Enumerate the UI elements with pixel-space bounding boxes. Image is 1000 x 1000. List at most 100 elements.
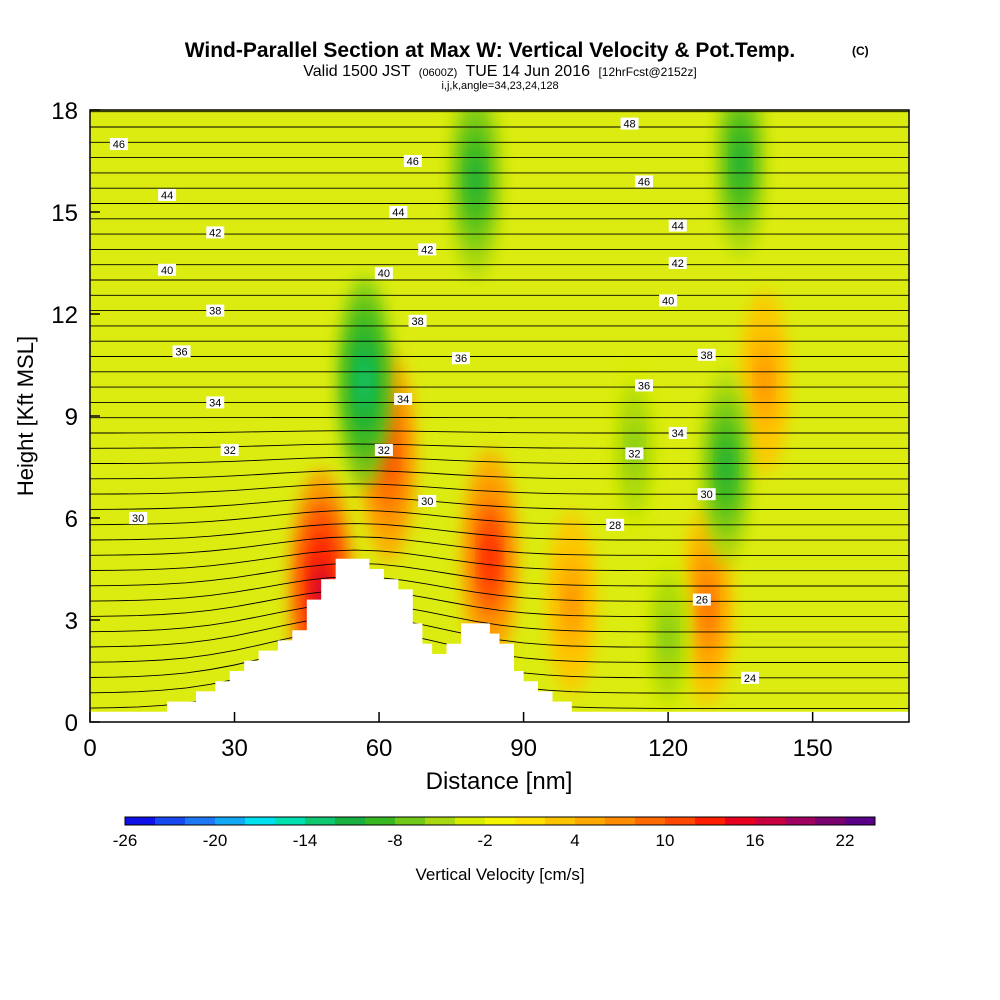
colorbar-tick-label: -20 <box>203 831 228 850</box>
isentrope-line <box>90 430 909 434</box>
contour-label: 36 <box>635 379 654 392</box>
colorbar-swatch <box>515 817 546 825</box>
isentrope-line <box>90 576 909 602</box>
colorbar-swatch <box>425 817 456 825</box>
isentrope-line <box>90 562 909 587</box>
contour-label: 46 <box>635 175 654 188</box>
velocity-cell <box>719 442 733 492</box>
colorbar-swatch <box>395 817 426 825</box>
svg-text:34: 34 <box>397 394 409 406</box>
contour-label: 40 <box>158 263 177 277</box>
contour-label: 36 <box>172 345 191 358</box>
svg-text:42: 42 <box>421 244 433 256</box>
contour-label: 32 <box>374 444 393 457</box>
velocity-cell <box>662 615 674 659</box>
colorbar: -26 -20 -14 -8 -2 4 10 16 22 <box>113 816 876 850</box>
svg-text:40: 40 <box>378 268 390 280</box>
colorbar-swatch <box>485 817 516 825</box>
svg-text:38: 38 <box>209 306 221 318</box>
svg-text:46: 46 <box>113 139 125 151</box>
chart-title-mark: (C) <box>852 44 869 58</box>
colorbar-swatch <box>185 817 216 825</box>
colorbar-swatch <box>215 817 246 825</box>
x-tick-label: 0 <box>83 735 96 762</box>
contour-label: 48 <box>620 117 639 131</box>
svg-text:36: 36 <box>455 353 467 365</box>
colorbar-tick-label: -2 <box>477 831 492 850</box>
contour-labels: 46 44 42 40 38 36 34 32 30 46 44 42 40 38 36 34 32 30 48 46… <box>109 117 760 685</box>
contour-label: 42 <box>668 257 687 270</box>
contour-label: 38 <box>697 348 716 362</box>
contour-label: 34 <box>668 427 687 440</box>
colorbar-swatch <box>785 817 816 825</box>
contour-label: 32 <box>625 447 644 460</box>
colorbar-swatch <box>695 817 726 825</box>
svg-text:42: 42 <box>209 227 221 239</box>
colorbar-tick-label: -8 <box>387 831 402 850</box>
x-tick-label: 150 <box>793 735 833 762</box>
y-tick-label: 6 <box>65 506 78 533</box>
isentrope-line <box>90 483 909 495</box>
contour-label: 40 <box>659 294 678 307</box>
colorbar-swatch <box>755 817 786 825</box>
contour-label: 30 <box>129 512 148 525</box>
svg-text:42: 42 <box>672 258 684 270</box>
isentrope-line <box>90 509 909 526</box>
colorbar-frame <box>124 816 876 826</box>
svg-text:46: 46 <box>638 176 650 188</box>
contour-label: 42 <box>418 243 437 256</box>
svg-text:32: 32 <box>628 448 640 460</box>
colorbar-tick-label: 4 <box>570 831 579 850</box>
colorbar-tick-label: -26 <box>113 831 138 850</box>
contour-label: 44 <box>389 206 408 219</box>
colorbar-swatch <box>305 817 336 825</box>
contour-label: 26 <box>692 593 711 607</box>
svg-text:32: 32 <box>224 445 236 457</box>
svg-text:46: 46 <box>407 156 419 168</box>
svg-text:32: 32 <box>378 445 390 457</box>
y-axis-label: Height [Kft MSL] <box>13 336 38 496</box>
isentrope-line <box>90 456 909 465</box>
colorbar-swatch <box>155 817 186 825</box>
colorbar-tick-label: 10 <box>656 831 675 850</box>
contour-label: 34 <box>206 396 225 409</box>
colorbar-tick-label: 16 <box>746 831 765 850</box>
contour-label: 30 <box>418 495 437 508</box>
svg-text:30: 30 <box>421 496 433 508</box>
y-tick-label: 0 <box>65 710 78 737</box>
y-tick-label: 18 <box>51 98 78 125</box>
contour-label: 44 <box>668 219 687 233</box>
svg-text:48: 48 <box>623 119 635 131</box>
subtitle-date: TUE 14 Jun 2016 <box>465 63 590 80</box>
svg-text:44: 44 <box>392 207 404 219</box>
velocity-cell <box>758 359 771 405</box>
svg-text:40: 40 <box>662 295 674 307</box>
svg-text:24: 24 <box>744 673 756 685</box>
svg-text:38: 38 <box>701 350 713 362</box>
colorbar-swatch <box>605 817 636 825</box>
svg-text:38: 38 <box>411 316 423 328</box>
colorbar-label: Vertical Velocity [cm/s] <box>415 865 584 884</box>
colorbar-tick-label: 22 <box>836 831 855 850</box>
velocity-cell <box>357 355 372 409</box>
subtitle-utc: (0600Z) <box>419 67 458 79</box>
colorbar-swatch <box>575 817 606 825</box>
contour-label: 44 <box>158 189 177 202</box>
svg-text:26: 26 <box>696 595 708 607</box>
contour-label: 30 <box>697 488 716 501</box>
x-tick-label: 60 <box>366 735 393 762</box>
colorbar-swatch <box>665 817 696 825</box>
colorbar-swatch <box>455 817 486 825</box>
contour-label: 34 <box>394 393 413 406</box>
x-tick-label: 30 <box>221 735 248 762</box>
velocity-cell <box>482 531 498 587</box>
svg-text:28: 28 <box>609 520 621 532</box>
colorbar-swatch <box>365 817 396 825</box>
y-tick-label: 3 <box>65 608 78 635</box>
velocity-cell <box>565 580 578 626</box>
isentrope-line <box>90 549 909 572</box>
contour-label: 38 <box>408 314 427 328</box>
isentrope-line <box>90 523 909 541</box>
